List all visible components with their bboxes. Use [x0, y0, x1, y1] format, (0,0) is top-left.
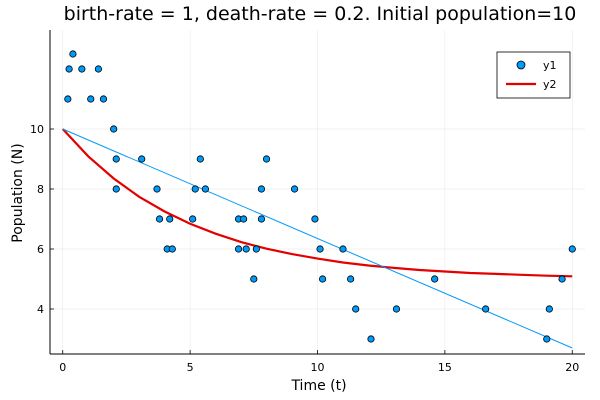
data-point: [112, 155, 120, 163]
x-tick-label: 10: [311, 361, 325, 374]
data-point: [242, 245, 250, 253]
data-point: [94, 65, 103, 73]
data-point: [153, 185, 161, 193]
data-point: [392, 305, 401, 313]
data-point: [234, 245, 243, 253]
x-tick-label: 20: [565, 361, 579, 374]
data-point: [201, 185, 210, 193]
x-axis-label: Time (t): [290, 378, 346, 394]
y-axis-label: Population (N): [10, 143, 26, 242]
data-point: [112, 185, 120, 193]
data-point: [69, 50, 77, 58]
data-point: [252, 245, 260, 253]
data-point: [155, 215, 164, 223]
data-point: [339, 245, 347, 253]
data-point: [189, 215, 197, 223]
data-point: [78, 65, 86, 73]
y-tick-label: 8: [37, 183, 44, 196]
data-point: [311, 215, 319, 223]
y-tick-label: 10: [30, 123, 44, 136]
data-point: [545, 305, 553, 313]
data-point: [290, 185, 299, 193]
data-point: [196, 155, 204, 163]
data-point: [87, 95, 95, 103]
data-point: [431, 275, 439, 283]
data-point: [191, 185, 199, 193]
data-point: [138, 155, 146, 163]
data-point: [568, 245, 576, 253]
data-point: [347, 275, 355, 283]
y-tick-label: 4: [37, 303, 44, 316]
plot-series: [61, 50, 576, 349]
data-point: [257, 215, 266, 223]
axes: 0 5 10 15 20 4 6 8 10: [30, 30, 585, 374]
x-tick-label: 15: [438, 361, 452, 374]
data-point: [367, 335, 375, 343]
data-point: [166, 215, 174, 223]
grid: [50, 30, 585, 354]
legend-marker-y1: [516, 60, 526, 70]
data-point: [240, 215, 248, 223]
data-point: [168, 245, 176, 253]
legend-box: [496, 51, 571, 99]
data-point: [262, 155, 271, 163]
data-point: [318, 275, 327, 283]
data-point: [558, 275, 566, 283]
data-point: [65, 65, 73, 73]
chart-title: birth-rate = 1, death-rate = 0.2. Initia…: [64, 3, 577, 25]
data-point: [64, 95, 72, 103]
y-tick-label: 6: [37, 243, 44, 256]
data-point: [110, 125, 118, 133]
data-point: [99, 95, 108, 103]
x-tick-label: 0: [59, 361, 66, 374]
series-y2-line: [61, 128, 573, 278]
data-point: [257, 185, 266, 193]
data-point: [352, 305, 360, 313]
x-tick-label: 5: [187, 361, 194, 374]
data-point: [316, 245, 324, 253]
data-point: [482, 305, 490, 313]
legend-label-y2: y2: [543, 78, 557, 91]
legend-label-y1: y1: [543, 59, 557, 72]
data-point: [543, 335, 551, 343]
data-point: [250, 275, 258, 283]
